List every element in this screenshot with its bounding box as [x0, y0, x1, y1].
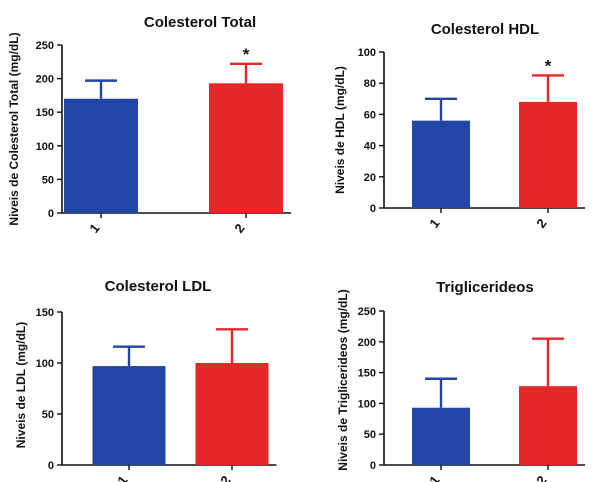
chart-title: Colesterol Total: [144, 14, 256, 31]
bar: [64, 98, 138, 213]
y-tick-label: 200: [36, 74, 54, 86]
y-tick-label: 250: [36, 40, 54, 52]
y-tick-label: 100: [36, 358, 54, 370]
y-tick-label: 100: [36, 141, 54, 153]
bar: [412, 120, 470, 208]
bar: [519, 101, 577, 208]
chart-title: Colesterol HDL: [431, 21, 539, 38]
y-tick-label: 0: [48, 208, 54, 220]
panel-triglycerides: Triglicerideos Niveis de Triglicerideos …: [336, 279, 585, 482]
y-tick-label: 0: [370, 460, 376, 472]
y-tick-label: 150: [358, 368, 376, 380]
y-tick-label: 50: [42, 409, 54, 421]
y-tick-label: 20: [364, 172, 376, 184]
chart-title: Triglicerideos: [436, 279, 534, 296]
panel-total-cholesterol: Colesterol Total Niveis de Colesterol To…: [7, 14, 291, 236]
y-tick-label: 100: [358, 398, 376, 410]
y-tick-label: 200: [358, 337, 376, 349]
bar: [92, 366, 166, 465]
y-tick-label: 80: [364, 78, 376, 90]
bar: [412, 407, 470, 465]
bar: [209, 83, 283, 213]
panel-ldl: Colesterol LDL Niveis de LDL (mg/dL) 0 50…: [14, 278, 277, 482]
y-tick-label: 150: [36, 307, 54, 319]
x-tick-label: 2: [533, 473, 549, 482]
y-tick-label: 0: [370, 203, 376, 215]
significance-marker: *: [243, 45, 250, 64]
y-axis-label: Niveis de Triglicerideos (mg/dL): [336, 289, 350, 470]
chart-title: Colesterol LDL: [105, 278, 212, 295]
bar: [195, 363, 269, 465]
y-axis-label: Niveis de Colesterol Total (mg/dL): [7, 32, 21, 225]
y-tick-label: 60: [364, 109, 376, 121]
y-axis-label: Niveis de LDL (mg/dL): [14, 322, 28, 448]
y-axis-label: Niveis de HDL (mg/dL): [333, 66, 347, 194]
bar: [519, 386, 577, 465]
y-tick-label: 0: [48, 460, 54, 472]
x-tick-label: 1: [426, 216, 442, 231]
y-tick-label: 50: [364, 429, 376, 441]
y-tick-label: 50: [42, 174, 54, 186]
x-tick-label: 1: [114, 473, 130, 482]
x-tick-label: 1: [426, 473, 442, 482]
panel-hdl: Colesterol HDL Niveis de HDL (mg/dL) 0 20…: [333, 21, 585, 231]
significance-marker: *: [545, 56, 552, 75]
x-tick-label: 1: [86, 221, 102, 236]
y-tick-label: 40: [364, 141, 376, 153]
y-tick-label: 250: [358, 306, 376, 318]
x-tick-label: 2: [217, 473, 233, 482]
x-tick-label: 2: [231, 221, 247, 236]
y-tick-label: 100: [358, 47, 376, 59]
x-tick-label: 2: [533, 216, 549, 231]
y-tick-label: 150: [36, 107, 54, 119]
